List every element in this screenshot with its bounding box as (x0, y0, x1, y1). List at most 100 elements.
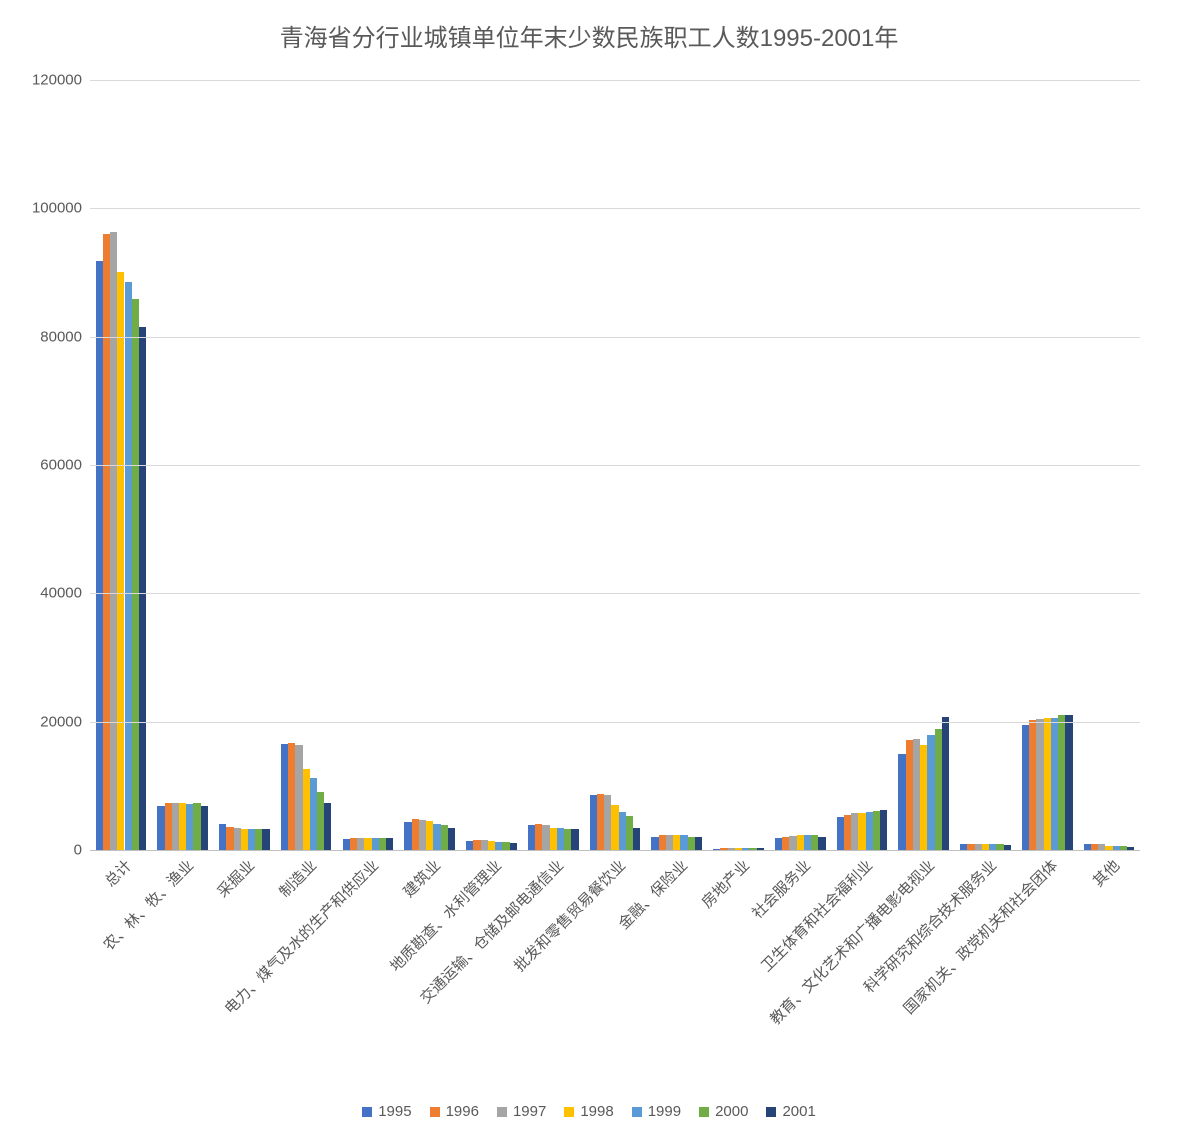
gridline (90, 337, 1140, 338)
bar (633, 828, 640, 850)
bar (172, 803, 179, 850)
bar (851, 813, 858, 850)
bar (1051, 718, 1058, 850)
bar (364, 838, 371, 850)
bar (688, 837, 695, 850)
bar (797, 835, 804, 850)
bar (673, 835, 680, 850)
bar (201, 806, 208, 850)
x-axis-labels: 总计农、林、牧、渔业采掘业制造业电力、煤气及水的生产和供应业建筑业地质勘查、水利… (90, 855, 1140, 1075)
bar (1044, 718, 1051, 850)
legend-swatch (766, 1107, 776, 1117)
x-tick-label: 制造业 (274, 855, 321, 902)
x-tick-label: 总计 (100, 855, 136, 891)
bar (125, 282, 132, 850)
y-tick-label: 60000 (2, 457, 82, 474)
bar (626, 816, 633, 850)
legend-swatch (699, 1107, 709, 1117)
bar (103, 234, 110, 850)
legend-label: 1998 (580, 1103, 613, 1120)
bar (666, 835, 673, 850)
y-tick-label: 100000 (2, 200, 82, 217)
bar (557, 828, 564, 850)
bar (789, 836, 796, 850)
bar (412, 819, 419, 850)
gridline (90, 593, 1140, 594)
bar (942, 717, 949, 850)
legend-label: 2001 (782, 1103, 815, 1120)
bar (295, 745, 302, 850)
bar (858, 813, 865, 850)
bar (597, 794, 604, 850)
bar (619, 812, 626, 851)
bar (404, 822, 411, 850)
bar (927, 735, 934, 851)
bar (234, 828, 241, 850)
y-tick-label: 0 (2, 842, 82, 859)
bar (818, 837, 825, 850)
x-tick-label: 房地产业 (696, 855, 753, 912)
bar (611, 805, 618, 850)
bar (165, 803, 172, 850)
bar (1065, 715, 1072, 850)
bar (502, 842, 509, 850)
x-tick-label: 卫生体育和社会福利业 (756, 855, 877, 976)
bar (510, 843, 517, 850)
legend-item: 1998 (564, 1103, 613, 1120)
bar (310, 778, 317, 851)
bar (281, 744, 288, 850)
gridline (90, 465, 1140, 466)
bar (324, 803, 331, 850)
bar (288, 743, 295, 850)
x-tick-label: 其他 (1088, 855, 1124, 891)
bar (811, 835, 818, 850)
bar (139, 327, 146, 850)
legend-item: 1999 (632, 1103, 681, 1120)
chart-title: 青海省分行业城镇单位年末少数民族职工人数1995-2001年 (0, 18, 1178, 53)
bar (680, 835, 687, 850)
bar (844, 815, 851, 850)
bar (157, 806, 164, 850)
bar (248, 829, 255, 850)
bar (1036, 719, 1043, 850)
bar (564, 829, 571, 850)
bar (481, 840, 488, 850)
bar (262, 829, 269, 850)
legend-swatch (430, 1107, 440, 1117)
bar (590, 795, 597, 850)
legend-swatch (632, 1107, 642, 1117)
bar (193, 803, 200, 850)
legend-label: 1999 (648, 1103, 681, 1120)
bar (186, 804, 193, 850)
bar (419, 820, 426, 850)
bar (571, 829, 578, 850)
bar (226, 827, 233, 850)
x-tick-label: 批发和零售贸易餐饮业 (509, 855, 630, 976)
bar (873, 811, 880, 850)
legend-item: 1995 (362, 1103, 411, 1120)
bar (880, 810, 887, 850)
legend-swatch (362, 1107, 372, 1117)
gridline (90, 850, 1140, 851)
legend-swatch (564, 1107, 574, 1117)
bar (1058, 715, 1065, 850)
legend-label: 1997 (513, 1103, 546, 1120)
bar (379, 838, 386, 850)
legend-item: 1997 (497, 1103, 546, 1120)
y-tick-label: 40000 (2, 585, 82, 602)
bar (550, 828, 557, 850)
bar (804, 835, 811, 850)
bar (542, 825, 549, 850)
bar (866, 812, 873, 851)
bar (920, 745, 927, 850)
bar (110, 232, 117, 850)
legend-item: 1996 (430, 1103, 479, 1120)
bar (343, 839, 350, 850)
x-tick-label: 建筑业 (398, 855, 445, 902)
bar (372, 838, 379, 850)
bar (433, 824, 440, 850)
legend-item: 2000 (699, 1103, 748, 1120)
bar (604, 795, 611, 850)
gridline (90, 208, 1140, 209)
legend-item: 2001 (766, 1103, 815, 1120)
